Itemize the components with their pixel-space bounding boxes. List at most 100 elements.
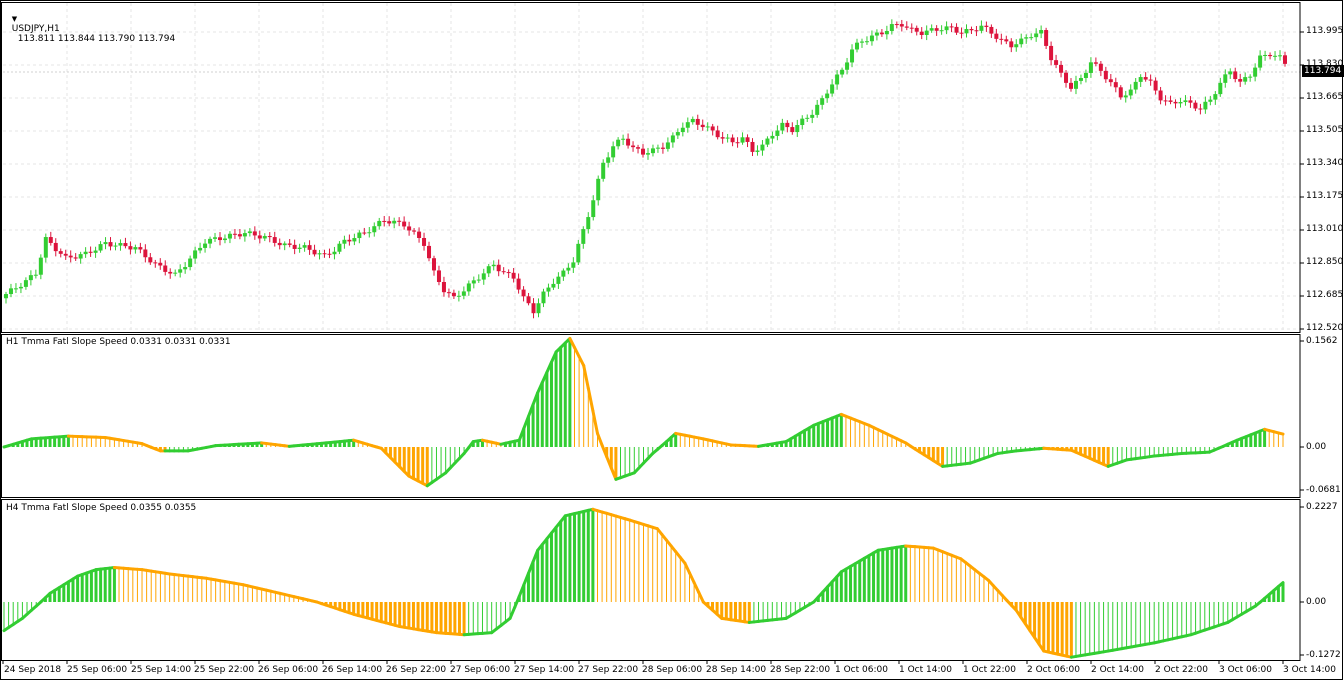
candle-body bbox=[725, 137, 730, 139]
x-tick-label: 27 Sep 22:00 bbox=[578, 665, 639, 675]
candle-body bbox=[695, 118, 700, 125]
candle-body bbox=[969, 28, 974, 31]
candle-body bbox=[347, 239, 352, 242]
y-tick-label: 113.340 bbox=[1306, 158, 1344, 168]
candle-body bbox=[287, 243, 292, 245]
candle-body bbox=[456, 295, 461, 297]
signal-line-segment bbox=[536, 381, 544, 395]
candle-body bbox=[337, 243, 342, 252]
candle-body bbox=[979, 25, 984, 31]
candle-body bbox=[1233, 71, 1238, 80]
y-tick-label: 113.665 bbox=[1306, 92, 1344, 102]
candle-body bbox=[103, 242, 108, 245]
candle-body bbox=[805, 117, 810, 119]
candle-body bbox=[332, 251, 337, 255]
candle-body bbox=[631, 145, 636, 148]
candle-body bbox=[700, 124, 705, 128]
candle-body bbox=[1268, 54, 1273, 57]
candle-body bbox=[675, 132, 680, 136]
candle-body bbox=[1034, 33, 1039, 38]
candle-body bbox=[118, 243, 123, 246]
candle-body bbox=[1078, 78, 1083, 81]
candlestick-series bbox=[4, 19, 1287, 319]
candle-body bbox=[222, 238, 227, 241]
candle-body bbox=[193, 250, 198, 259]
candle-body bbox=[606, 157, 611, 163]
candle-body bbox=[397, 220, 402, 222]
candle-body bbox=[1198, 108, 1203, 110]
candle-body bbox=[481, 273, 486, 280]
candle-body bbox=[8, 288, 13, 295]
candle-body bbox=[208, 238, 213, 244]
candle-body bbox=[123, 243, 128, 247]
candle-body bbox=[446, 292, 451, 294]
signal-line-segment bbox=[526, 560, 535, 575]
candle-body bbox=[959, 32, 964, 34]
candle-body bbox=[367, 232, 372, 234]
candle-body bbox=[775, 130, 780, 136]
candle-body bbox=[217, 237, 222, 241]
grid-lines bbox=[3, 3, 1300, 332]
candle-body bbox=[815, 104, 820, 115]
x-tick-label: 28 Sep 22:00 bbox=[770, 665, 831, 675]
candle-body bbox=[1128, 89, 1133, 96]
candle-body bbox=[1163, 100, 1168, 102]
candle-body bbox=[312, 249, 317, 255]
candle-body bbox=[1153, 80, 1158, 91]
signal-line-segment bbox=[540, 370, 549, 385]
candle-body bbox=[939, 30, 944, 32]
candle-body bbox=[93, 250, 98, 253]
candle-body bbox=[227, 233, 232, 239]
candle-body bbox=[1278, 55, 1283, 57]
candle-body bbox=[436, 270, 441, 282]
candle-body bbox=[322, 253, 327, 255]
candle-body bbox=[670, 135, 675, 143]
candle-body bbox=[1193, 102, 1198, 109]
candle-body bbox=[581, 229, 586, 244]
candle-body bbox=[1203, 101, 1208, 110]
x-tick-label: 25 Sep 14:00 bbox=[131, 665, 192, 675]
candle-body bbox=[1238, 79, 1243, 82]
x-tick-label: 25 Sep 22:00 bbox=[194, 665, 255, 675]
signal-line-segment bbox=[522, 414, 530, 430]
candle-body bbox=[770, 135, 775, 139]
candle-body bbox=[407, 226, 412, 231]
candle-body bbox=[650, 148, 655, 154]
candle-body bbox=[785, 122, 790, 128]
x-tick-label: 27 Sep 06:00 bbox=[450, 665, 511, 675]
candle-body bbox=[715, 130, 720, 138]
candle-body bbox=[586, 217, 591, 230]
candle-body bbox=[377, 220, 382, 227]
candle-body bbox=[909, 27, 914, 29]
y-tick-label: 113.995 bbox=[1306, 26, 1344, 36]
dropdown-arrow-icon[interactable]: ▼ bbox=[11, 15, 18, 23]
candle-body bbox=[1029, 37, 1034, 39]
candle-body bbox=[441, 281, 446, 293]
signal-line-segment bbox=[586, 386, 595, 413]
candle-body bbox=[168, 271, 173, 274]
candle-body bbox=[1273, 55, 1278, 57]
candle-body bbox=[879, 32, 884, 35]
candle-body bbox=[531, 303, 536, 314]
candle-body bbox=[198, 247, 203, 251]
candle-body bbox=[740, 137, 745, 143]
candle-body bbox=[317, 253, 322, 255]
candle-body bbox=[1258, 55, 1263, 68]
x-tick-label: 25 Sep 06:00 bbox=[67, 665, 128, 675]
candle-body bbox=[4, 294, 8, 299]
candle-body bbox=[183, 267, 188, 270]
candle-body bbox=[954, 26, 959, 33]
candle-body bbox=[257, 235, 262, 239]
candle-body bbox=[1019, 38, 1024, 45]
candle-body bbox=[48, 237, 53, 243]
candle-body bbox=[277, 242, 282, 246]
candle-body bbox=[98, 244, 103, 251]
candle-body bbox=[402, 221, 407, 227]
candle-body bbox=[511, 272, 516, 279]
candle-body bbox=[108, 242, 113, 247]
candle-body bbox=[904, 26, 909, 28]
candle-body bbox=[1073, 80, 1078, 89]
candle-body bbox=[387, 221, 392, 224]
x-tick-label: 1 Oct 14:00 bbox=[899, 665, 952, 675]
signal-line-segment bbox=[595, 431, 604, 447]
